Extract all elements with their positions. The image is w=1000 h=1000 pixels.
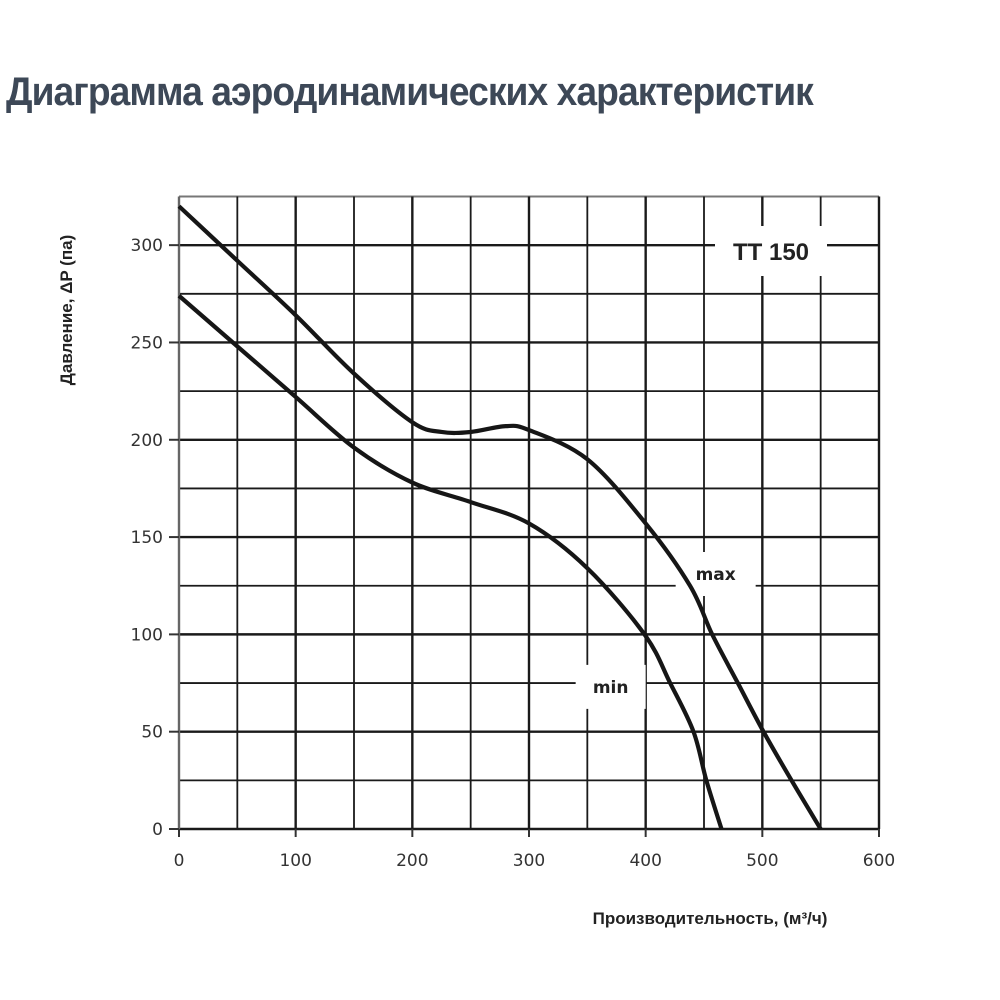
chart-grid — [177, 195, 881, 831]
x-tick-label: 500 — [746, 851, 778, 871]
y-tick-label: 300 — [131, 236, 163, 256]
curve-label-min: min — [593, 678, 629, 698]
y-tick-label: 50 — [141, 723, 163, 743]
curve-min — [177, 294, 724, 830]
curve-label-max: max — [696, 565, 736, 585]
x-tick-label: 100 — [279, 851, 311, 871]
y-tick-label: 250 — [131, 333, 163, 353]
curve-label-bg-min — [575, 664, 646, 709]
x-tick-label: 0 — [174, 851, 185, 871]
y-tick-label: 100 — [131, 625, 163, 645]
y-axis-title: Давление, ΔP (па) — [57, 235, 76, 385]
model-label: TT 150 — [733, 239, 809, 266]
x-tick-label: 600 — [863, 851, 895, 871]
curve-max — [177, 204, 823, 831]
x-tick-label: 300 — [513, 851, 545, 871]
page-title: Диаграмма аэродинамических характеристик — [6, 70, 814, 114]
x-axis-title: Производительность, (м³/ч) — [593, 909, 828, 928]
chart-curves — [177, 204, 823, 831]
model-label-bg — [715, 226, 827, 276]
y-tick-label: 0 — [152, 820, 163, 840]
y-tick-label: 150 — [131, 528, 163, 548]
x-tick-label: 400 — [629, 851, 661, 871]
chart-labels: TT 150 max min — [575, 226, 827, 709]
x-tick-label: 200 — [396, 851, 428, 871]
y-tick-label: 200 — [131, 431, 163, 451]
axis-ticks: 0 50 100 150 200 250 300 0 100 200 300 400 500 600 — [131, 236, 896, 871]
curve-label-bg-max — [675, 552, 756, 596]
